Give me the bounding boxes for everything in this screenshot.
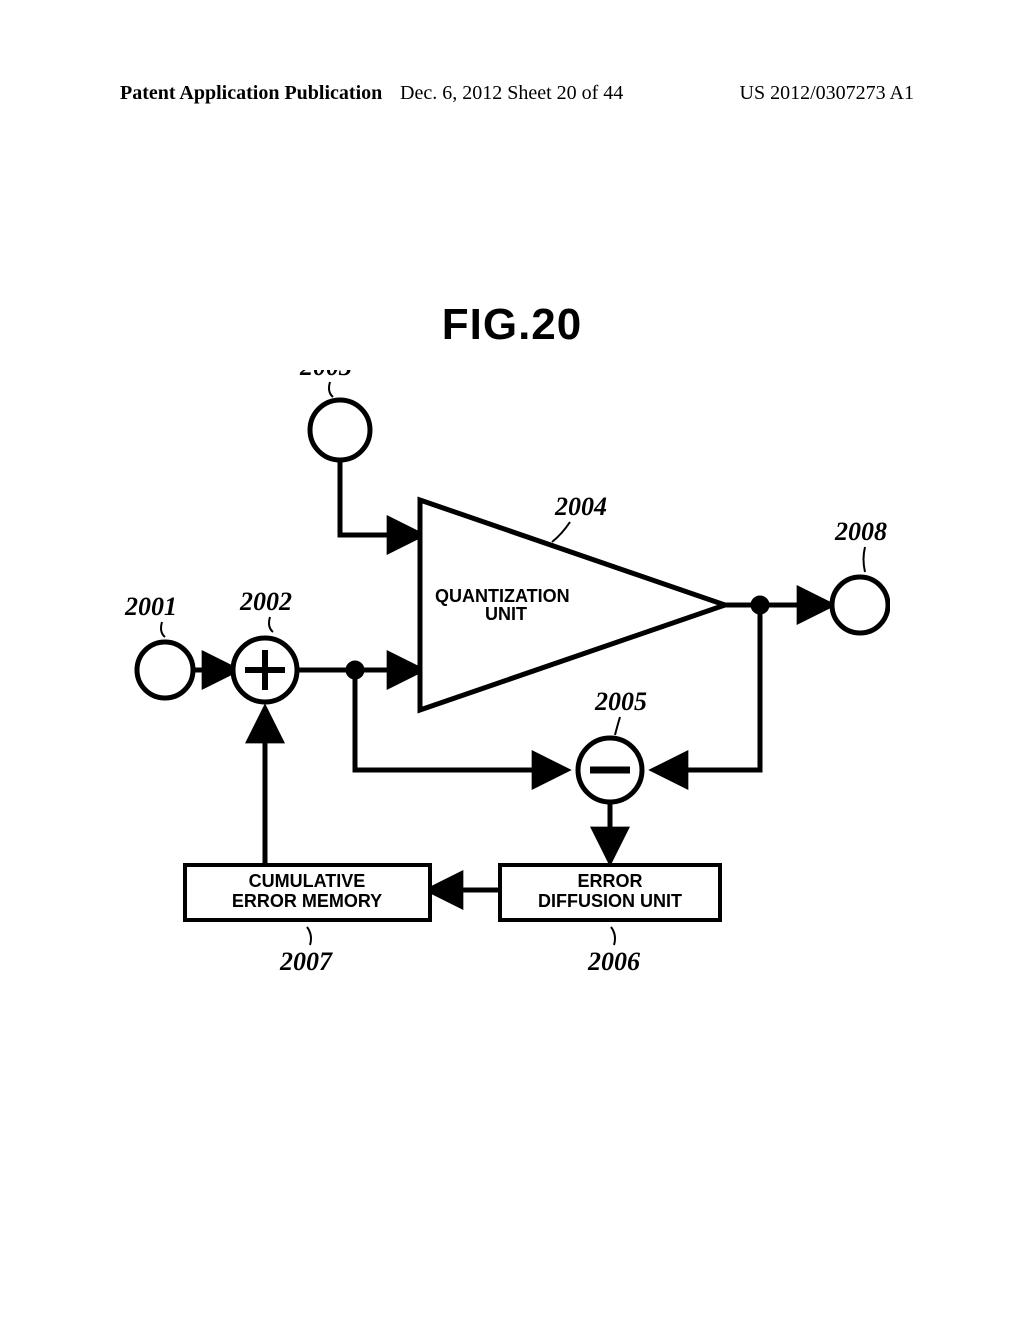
- quantization-label-2: UNIT: [485, 604, 527, 624]
- header-left: Patent Application Publication: [120, 82, 382, 104]
- ref-2006: 2006: [587, 947, 640, 976]
- ref-2004: 2004: [554, 492, 607, 521]
- ref-2005: 2005: [594, 687, 647, 716]
- terminal-2008: [832, 577, 888, 633]
- ref-2003: 2003: [299, 370, 352, 381]
- terminal-2001: [137, 642, 193, 698]
- ref-2002: 2002: [239, 587, 292, 616]
- block-diagram: QUANTIZATION UNIT ERROR DIFFUSION UNIT C…: [120, 370, 890, 990]
- error-diffusion-unit: ERROR DIFFUSION UNIT: [500, 865, 720, 920]
- figure-title: FIG.20: [0, 300, 1024, 350]
- terminal-2003: [310, 400, 370, 460]
- patent-header: Patent Application Publication Dec. 6, 2…: [0, 82, 1024, 105]
- header-mid: Dec. 6, 2012 Sheet 20 of 44: [400, 82, 623, 105]
- err-diff-label-1: ERROR: [577, 871, 642, 891]
- quantization-unit: QUANTIZATION UNIT: [420, 500, 725, 710]
- ref-2001: 2001: [124, 592, 177, 621]
- ref-2007: 2007: [279, 947, 333, 976]
- err-diff-label-2: DIFFUSION UNIT: [538, 891, 682, 911]
- cum-mem-label-1: CUMULATIVE: [249, 871, 366, 891]
- subtractor-2005: [578, 738, 642, 802]
- ref-2008: 2008: [834, 517, 887, 546]
- quantization-label-1: QUANTIZATION: [435, 586, 570, 606]
- header-right: US 2012/0307273 A1: [740, 82, 914, 105]
- cum-mem-label-2: ERROR MEMORY: [232, 891, 382, 911]
- adder-2002: [233, 638, 297, 702]
- cumulative-error-memory: CUMULATIVE ERROR MEMORY: [185, 865, 430, 920]
